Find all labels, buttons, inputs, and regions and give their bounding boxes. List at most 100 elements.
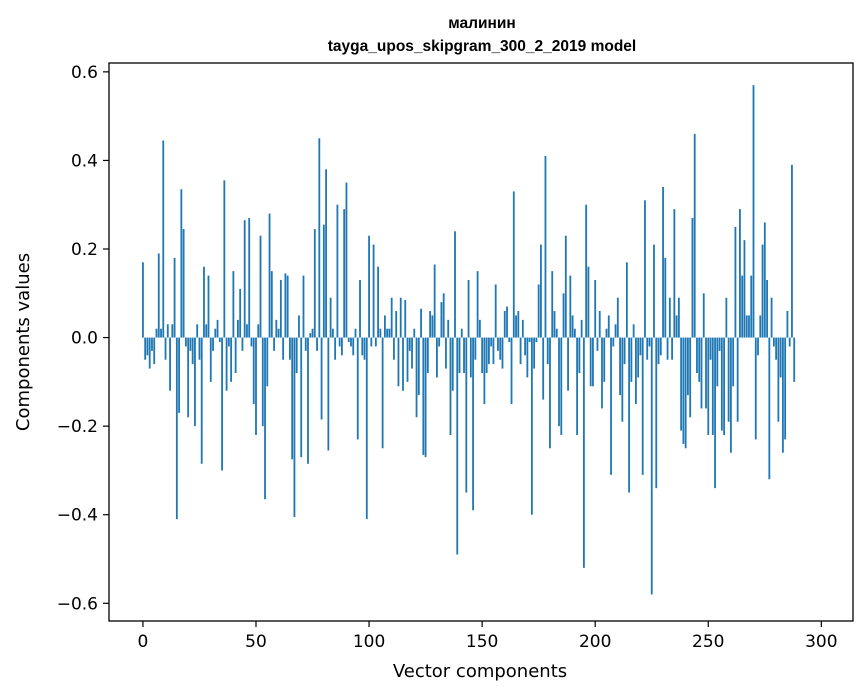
bar [648, 337, 651, 347]
bar [508, 337, 511, 342]
bar [173, 257, 176, 338]
bar [777, 337, 780, 422]
bar [635, 337, 637, 404]
bar [750, 275, 753, 338]
bar [503, 311, 506, 338]
bar [709, 337, 712, 360]
bar [438, 337, 441, 347]
bar [429, 311, 432, 338]
bar [424, 337, 427, 458]
bar [533, 337, 536, 369]
x-tick-label: 50 [245, 632, 267, 652]
bar [474, 337, 477, 360]
bar [212, 337, 214, 351]
bar [718, 337, 721, 351]
bar [388, 328, 391, 338]
bar [535, 337, 538, 342]
bar [311, 328, 314, 338]
bar [494, 284, 497, 338]
bar [657, 337, 660, 365]
bar [573, 328, 576, 338]
bar [766, 280, 768, 338]
bar [736, 337, 739, 422]
bar [164, 337, 167, 360]
y-tick-label: 0.0 [71, 329, 98, 349]
bar [696, 337, 698, 373]
bar [673, 209, 676, 338]
bar [605, 328, 608, 338]
chart-subtitle: tayga_upos_skipgram_300_2_2019 model [328, 38, 636, 55]
bar [196, 324, 199, 338]
bar [205, 324, 208, 338]
bar [169, 337, 171, 391]
bar [530, 337, 533, 515]
bar [146, 337, 149, 356]
bar [540, 244, 542, 338]
bar [567, 337, 569, 391]
bar [632, 324, 635, 338]
bar [619, 337, 621, 396]
bar [160, 328, 162, 338]
bar [460, 328, 463, 338]
bar [322, 224, 325, 338]
bar [255, 337, 257, 435]
bar [662, 187, 664, 338]
bar [361, 337, 364, 356]
bar [194, 337, 196, 427]
bar [379, 328, 382, 338]
bar [687, 337, 689, 396]
bar [542, 337, 545, 400]
bar [628, 337, 631, 493]
bar [295, 337, 298, 373]
bar [189, 337, 192, 351]
bar [402, 337, 404, 391]
bars [142, 85, 796, 595]
bar [365, 337, 368, 520]
bar [325, 169, 327, 338]
bar [347, 337, 350, 342]
bar [282, 337, 285, 360]
bar [390, 297, 393, 338]
bar [209, 337, 212, 382]
bar [560, 337, 563, 435]
bar [148, 337, 151, 369]
bar [784, 337, 787, 440]
bar [720, 337, 723, 431]
bar [562, 293, 565, 338]
bar [598, 311, 601, 338]
bar [291, 337, 294, 460]
bar [472, 337, 474, 511]
bar [621, 337, 624, 422]
bar [157, 253, 160, 338]
bar [216, 319, 219, 338]
bar [408, 337, 411, 351]
plot-frame [108, 62, 854, 622]
bar [729, 337, 732, 453]
bar [601, 337, 603, 409]
bar [155, 328, 158, 338]
bar [386, 328, 389, 338]
bar [497, 337, 499, 351]
bar [336, 204, 339, 338]
bar [191, 337, 194, 365]
bar [200, 337, 203, 464]
bar [745, 315, 748, 338]
bar [223, 180, 226, 338]
bar [607, 315, 610, 338]
bar [433, 264, 436, 338]
bar [309, 333, 312, 338]
bar [289, 337, 291, 360]
bar [456, 337, 459, 555]
bar [327, 337, 330, 451]
bar [218, 337, 221, 342]
bar [528, 337, 531, 342]
bar [246, 324, 248, 338]
bar [300, 337, 303, 458]
bar [227, 337, 230, 347]
bar [553, 311, 556, 338]
bar [564, 235, 567, 338]
bar [286, 275, 289, 338]
bar [653, 244, 655, 338]
bar [485, 337, 488, 373]
bar [781, 337, 784, 453]
